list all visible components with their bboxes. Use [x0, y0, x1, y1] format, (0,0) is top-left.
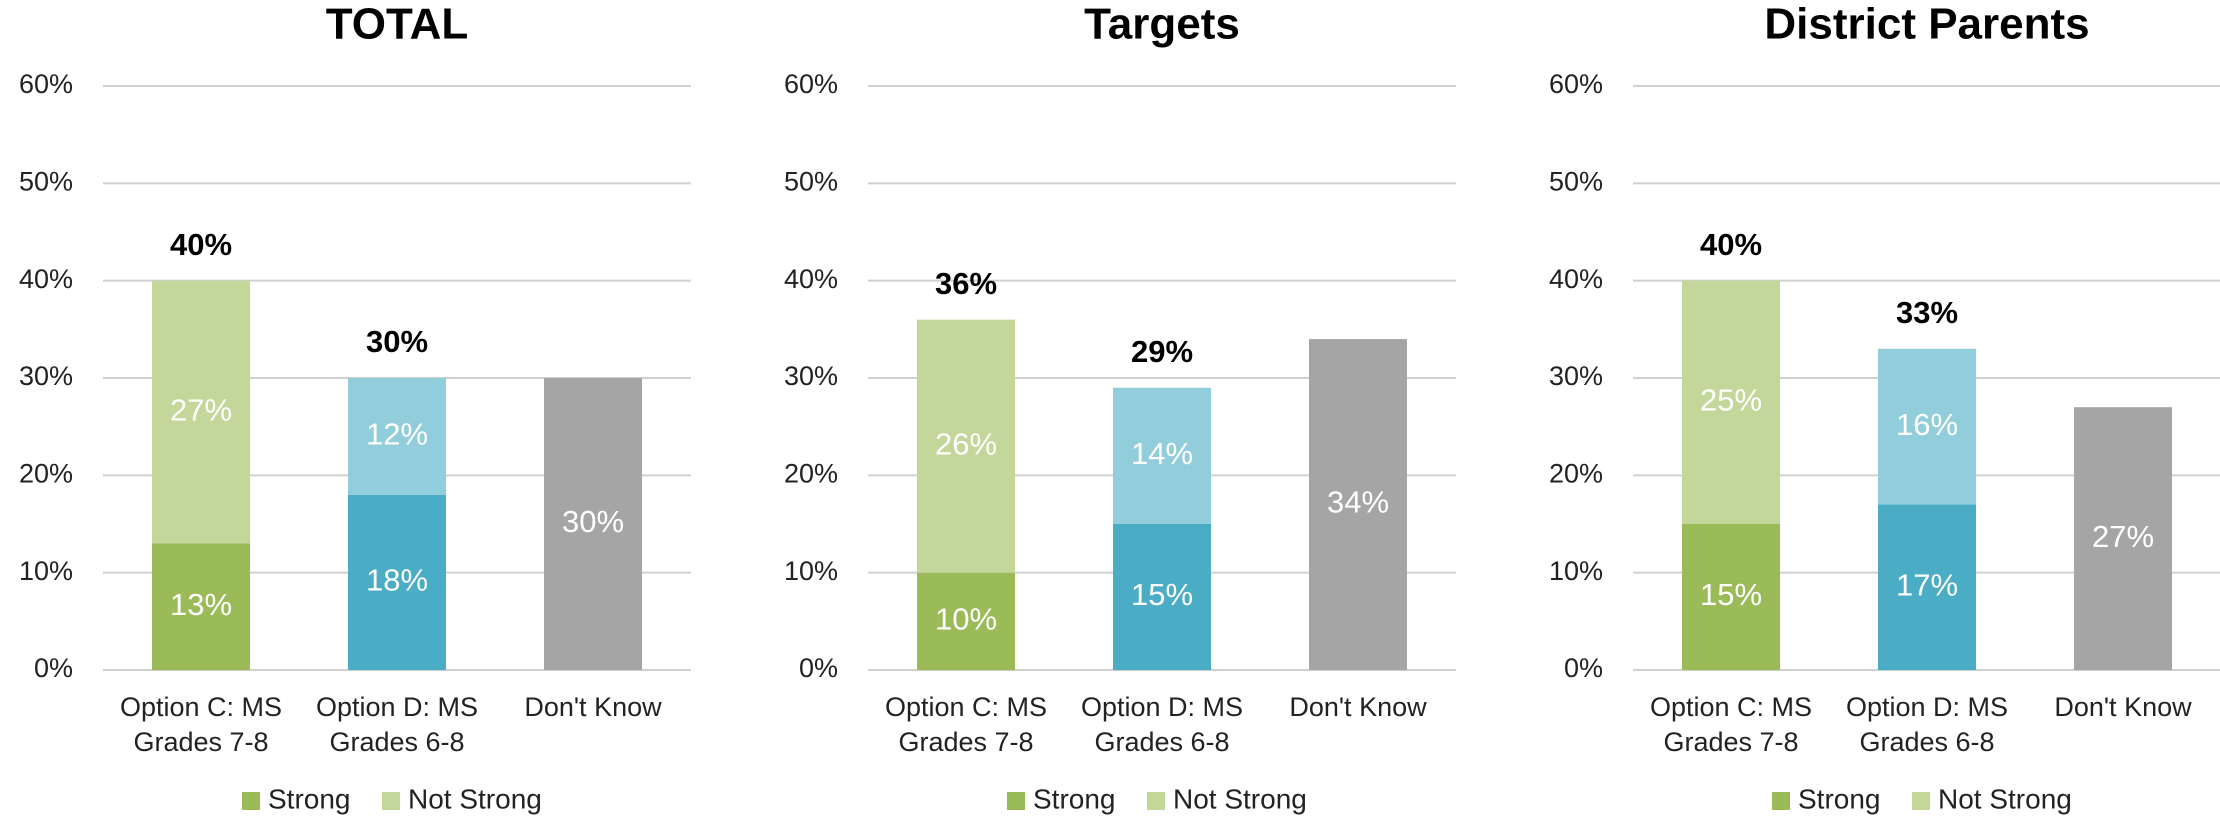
y-tick-label: 20%: [1549, 458, 1603, 488]
legend-label: Not Strong: [1173, 783, 1307, 814]
legend-label: Strong: [1798, 783, 1881, 814]
x-tick-label: Option D: MS Grades 6-8: [1080, 692, 1244, 757]
y-tick-label: 20%: [784, 458, 838, 488]
y-tick-label: 0%: [1564, 653, 1603, 683]
y-tick-label: 50%: [784, 166, 838, 196]
bar-segment: [1113, 524, 1211, 670]
y-tick-label: 60%: [784, 69, 838, 99]
x-tick-label: Option C: MS Grades 7-8: [1649, 692, 1813, 757]
data-label: 13%: [170, 587, 232, 622]
data-label: 15%: [1700, 577, 1762, 612]
data-label: 27%: [2092, 519, 2154, 554]
y-tick-label: 30%: [784, 361, 838, 391]
bar-segment: [544, 378, 642, 670]
legend-swatch: [1912, 792, 1930, 810]
legend-swatch: [242, 792, 260, 810]
data-label: 17%: [1896, 567, 1958, 602]
y-tick-label: 40%: [1549, 264, 1603, 294]
legend-swatch: [1147, 792, 1165, 810]
x-tick-label: Don't Know: [2054, 692, 2192, 722]
data-label: 15%: [1131, 577, 1193, 612]
legend-swatch: [1007, 792, 1025, 810]
x-tick-label: Option D: MS Grades 6-8: [315, 692, 479, 757]
total-label: 30%: [366, 324, 428, 359]
bar-segment: [1878, 504, 1976, 670]
data-label: 12%: [366, 417, 428, 452]
x-tick-label: Don't Know: [524, 692, 662, 722]
bar-segment: [152, 280, 250, 544]
data-label: 18%: [366, 563, 428, 598]
bar-segment: [348, 378, 446, 495]
y-tick-label: 0%: [799, 653, 838, 683]
x-tick-label: Don't Know: [1289, 692, 1427, 722]
total-label: 29%: [1131, 334, 1193, 369]
bar-segment: [1682, 524, 1780, 670]
y-tick-label: 10%: [1549, 556, 1603, 586]
x-tick-label: Option C: MS Grades 7-8: [884, 692, 1048, 757]
bar-segment: [917, 319, 1015, 573]
y-tick-label: 40%: [784, 264, 838, 294]
bar-segment: [1878, 348, 1976, 505]
chart-title: Targets: [1084, 0, 1240, 49]
legend-swatch: [382, 792, 400, 810]
x-tick-label: Option D: MS Grades 6-8: [1845, 692, 2009, 757]
data-label: 25%: [1700, 383, 1762, 418]
legend-label: Strong: [1033, 783, 1116, 814]
total-label: 36%: [935, 266, 997, 301]
y-tick-label: 60%: [19, 69, 73, 99]
bar-segment: [1309, 339, 1407, 670]
legend-label: Not Strong: [408, 783, 542, 814]
data-label: 34%: [1327, 485, 1389, 520]
x-tick-label: Option C: MS Grades 7-8: [119, 692, 283, 757]
bar-segment: [917, 572, 1015, 670]
y-tick-label: 0%: [34, 653, 73, 683]
data-label: 16%: [1896, 407, 1958, 442]
chart-title: TOTAL: [326, 0, 469, 49]
y-tick-label: 60%: [1549, 69, 1603, 99]
legend-label: Strong: [268, 783, 351, 814]
legend-label: Not Strong: [1938, 783, 2072, 814]
y-tick-label: 30%: [19, 361, 73, 391]
y-tick-label: 30%: [1549, 361, 1603, 391]
bar-segment: [1113, 387, 1211, 524]
total-label: 40%: [1700, 227, 1762, 262]
legend-swatch: [1772, 792, 1790, 810]
data-label: 26%: [935, 426, 997, 461]
y-tick-label: 50%: [1549, 166, 1603, 196]
data-label: 14%: [1131, 436, 1193, 471]
chart-title: District Parents: [1764, 0, 2089, 49]
y-tick-label: 50%: [19, 166, 73, 196]
total-label: 33%: [1896, 295, 1958, 330]
y-tick-label: 20%: [19, 458, 73, 488]
y-tick-label: 40%: [19, 264, 73, 294]
bar-segment: [348, 494, 446, 670]
bar-segment: [152, 543, 250, 670]
data-label: 27%: [170, 392, 232, 427]
y-tick-label: 10%: [784, 556, 838, 586]
bar-segment: [1682, 280, 1780, 524]
bar-segment: [2074, 407, 2172, 670]
data-label: 30%: [562, 504, 624, 539]
total-label: 40%: [170, 227, 232, 262]
data-label: 10%: [935, 602, 997, 637]
y-tick-label: 10%: [19, 556, 73, 586]
